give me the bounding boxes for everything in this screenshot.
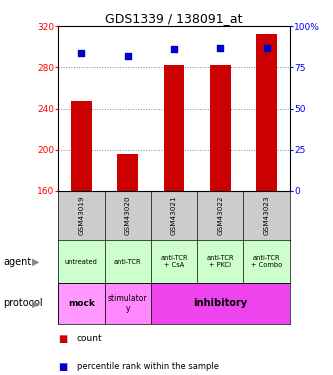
Text: agent: agent	[3, 257, 32, 267]
Text: anti-TCR
+ PKCi: anti-TCR + PKCi	[206, 255, 234, 268]
Point	[125, 53, 131, 59]
Text: count: count	[77, 334, 102, 343]
Text: GSM43019: GSM43019	[78, 196, 85, 236]
Bar	[256, 34, 277, 191]
Text: GSM43022: GSM43022	[217, 196, 223, 236]
Point	[264, 45, 269, 51]
Bar	[151, 283, 290, 324]
Text: mock: mock	[68, 299, 95, 308]
Text: ▶: ▶	[32, 298, 39, 309]
Bar	[164, 65, 184, 191]
Text: inhibitory: inhibitory	[193, 298, 247, 309]
Text: GSM43021: GSM43021	[171, 196, 177, 236]
Point	[171, 46, 176, 52]
Bar	[210, 65, 231, 191]
Text: GSM43020: GSM43020	[125, 196, 131, 236]
Bar	[105, 283, 151, 324]
Text: GSM43023: GSM43023	[263, 196, 270, 236]
Text: anti-TCR
+ CsA: anti-TCR + CsA	[160, 255, 188, 268]
Text: untreated: untreated	[65, 259, 98, 265]
Text: anti-TCR: anti-TCR	[114, 259, 142, 265]
Bar	[117, 154, 138, 191]
Point	[218, 45, 223, 51]
Bar	[71, 101, 92, 191]
Text: ■: ■	[58, 334, 68, 344]
Text: ■: ■	[58, 362, 68, 372]
Bar	[58, 283, 105, 324]
Point	[79, 50, 84, 55]
Text: protocol: protocol	[3, 298, 43, 309]
Text: stimulator
y: stimulator y	[108, 294, 148, 313]
Text: anti-TCR
+ Combo: anti-TCR + Combo	[251, 255, 282, 268]
Title: GDS1339 / 138091_at: GDS1339 / 138091_at	[105, 12, 243, 25]
Text: percentile rank within the sample: percentile rank within the sample	[77, 362, 218, 371]
Text: ▶: ▶	[32, 257, 39, 267]
